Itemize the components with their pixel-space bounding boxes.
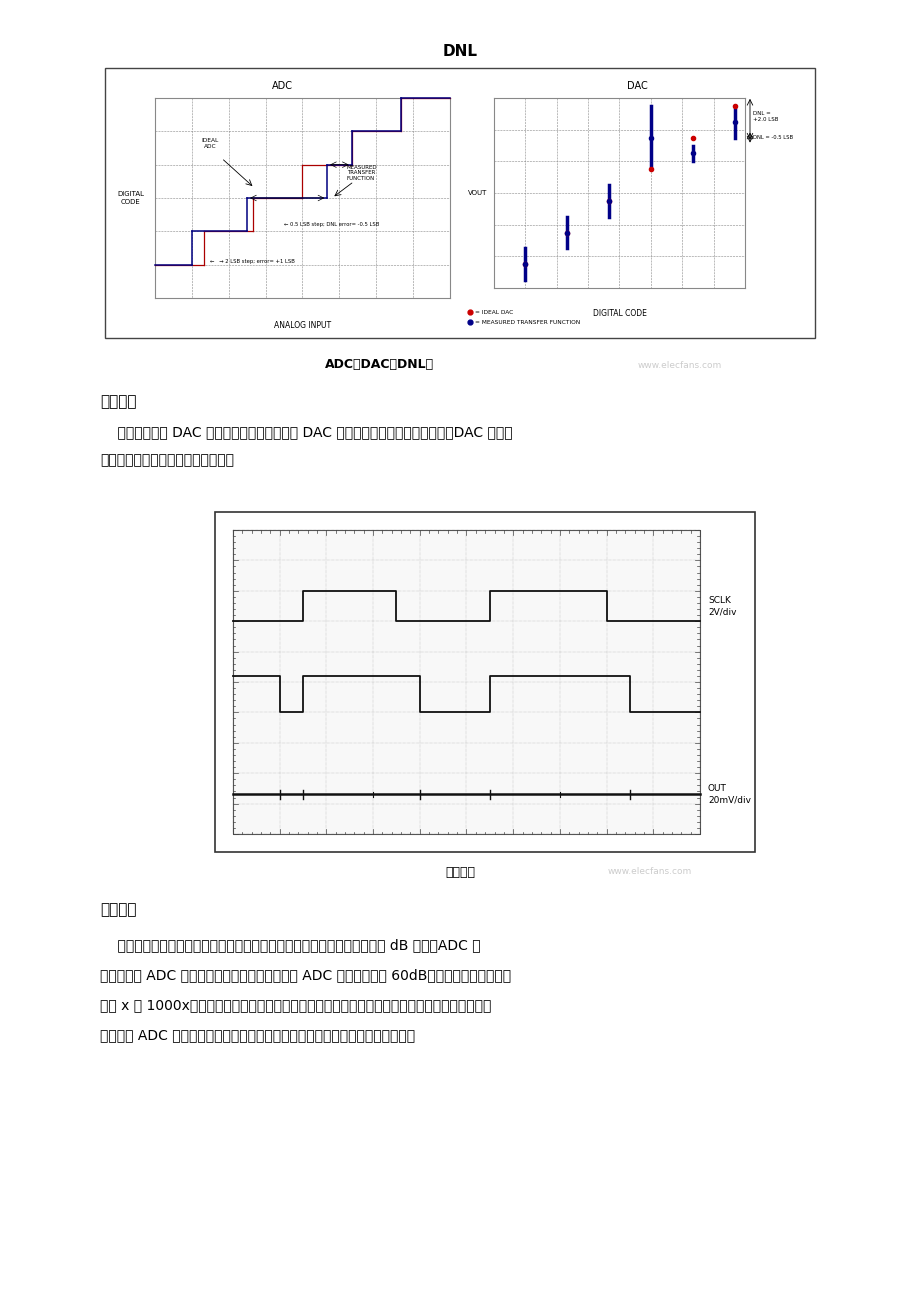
Text: ANALOG INPUT: ANALOG INPUT — [274, 322, 331, 331]
Text: 数字馈通: 数字馈通 — [445, 866, 474, 879]
Text: 动态范围定义为器件本底噪声至其规定最大输出电平之间的范围，通常以 dB 表示。ADC 的: 动态范围定义为器件本底噪声至其规定最大输出电平之间的范围，通常以 dB 表示。A… — [100, 937, 480, 952]
Text: DAC: DAC — [627, 81, 647, 91]
Text: = MEASURED TRANSFER FUNCTION: = MEASURED TRANSFER FUNCTION — [474, 319, 580, 324]
Bar — [233, 530, 699, 835]
Text: ADC和DAC的DNL。: ADC和DAC的DNL。 — [325, 358, 434, 371]
Text: = IDEAL DAC: = IDEAL DAC — [474, 310, 513, 315]
Text: DNL = -0.5 LSB: DNL = -0.5 LSB — [752, 135, 792, 141]
Text: 数字馈通是指 DAC 数字控制信号变化时，在 DAC 输出端产生的噪声。在下图中，DAC 输出端: 数字馈通是指 DAC 数字控制信号变化时，在 DAC 输出端产生的噪声。在下图中… — [100, 424, 512, 439]
Text: www.elecfans.com: www.elecfans.com — [637, 361, 721, 370]
Text: MEASURED
TRANSFER
FUNCTION: MEASURED TRANSFER FUNCTION — [346, 164, 377, 181]
Text: ADC: ADC — [272, 81, 292, 91]
Text: www.elecfans.com: www.elecfans.com — [607, 867, 691, 876]
Text: DIGITAL
CODE: DIGITAL CODE — [118, 191, 144, 204]
Text: VOUT: VOUT — [468, 190, 487, 197]
Text: 値为 x 至 1000x。对于通信应用，信号强度变化范围非常大，动态范围非常重要。如果信号太大，: 値为 x 至 1000x。对于通信应用，信号强度变化范围非常大，动态范围非常重要… — [100, 999, 491, 1012]
Text: OUT
20mV/div: OUT 20mV/div — [708, 784, 750, 805]
Text: 动态范围: 动态范围 — [100, 902, 136, 918]
Text: 数字馈通: 数字馈通 — [100, 395, 136, 410]
Text: DNL =
+2.0 LSB: DNL = +2.0 LSB — [752, 112, 777, 122]
Text: IDEAL
ADC: IDEAL ADC — [201, 138, 219, 148]
Text: 则会造成 ADC 输入过量程；如果信号太小，则会被淡没在转换器的量化噪声中。: 则会造成 ADC 输入过量程；如果信号太小，则会被淡没在转换器的量化噪声中。 — [100, 1029, 414, 1042]
Text: SCLK
2V/div: SCLK 2V/div — [708, 596, 736, 616]
Text: 动态范围为 ADC 能够分辨的信号幅値范围；如果 ADC 的动态范围为 60dB，则其可分辨的信号幅: 动态范围为 ADC 能够分辨的信号幅値范围；如果 ADC 的动态范围为 60dB… — [100, 967, 511, 982]
Text: 的馈通是串行时钟信号噪声的结果。: 的馈通是串行时钟信号噪声的结果。 — [100, 453, 233, 467]
Text: DIGITAL CODE: DIGITAL CODE — [592, 310, 646, 319]
Text: DNL: DNL — [442, 44, 477, 60]
Text: ←   → 2 LSB step; error= +1 LSB: ← → 2 LSB step; error= +1 LSB — [210, 259, 295, 264]
Bar — [215, 512, 754, 852]
Text: ← 0.5 LSB step; DNL error= -0.5 LSB: ← 0.5 LSB step; DNL error= -0.5 LSB — [284, 223, 379, 227]
Bar — [105, 68, 814, 339]
